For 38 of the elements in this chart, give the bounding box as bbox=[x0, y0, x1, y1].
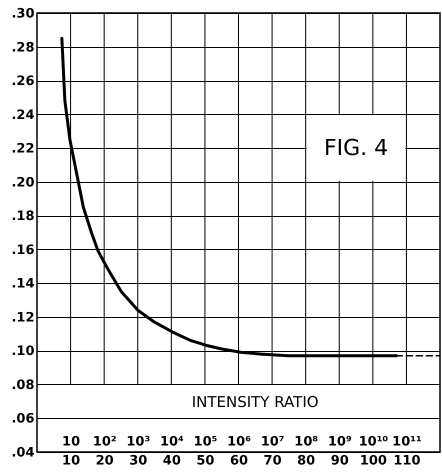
x2-axis-title: INTENSITY RATIO bbox=[192, 392, 319, 411]
x2-tick-label: 10¹⁰ bbox=[358, 434, 388, 450]
x2-tick-label: 10¹¹ bbox=[392, 434, 422, 450]
x-tick-label: 100 bbox=[360, 454, 387, 468]
y-tick-label: .20 bbox=[11, 175, 34, 190]
y-tick-label: .14 bbox=[11, 276, 34, 292]
x-tick-label: 20 bbox=[96, 454, 114, 468]
annotation: FIG. 4 bbox=[324, 136, 388, 162]
x2-tick-label: 10⁸ bbox=[294, 434, 318, 450]
x-tick-label: 110 bbox=[393, 454, 420, 468]
y-tick-label: .12 bbox=[11, 310, 34, 326]
y-tick-label: .16 bbox=[11, 242, 34, 258]
y-tick-label: .04 bbox=[11, 446, 34, 460]
x2-tick-label: 10² bbox=[92, 434, 117, 450]
y-tick-label: .30 bbox=[11, 6, 34, 22]
x2-tick-label: 10³ bbox=[126, 434, 150, 450]
x-tick-label: 60 bbox=[230, 454, 248, 468]
x2-tick-label: 10⁶ bbox=[227, 434, 252, 450]
y-tick-label: .08 bbox=[11, 378, 34, 393]
x-tick-label: 70 bbox=[264, 454, 282, 468]
y-tick-label: .22 bbox=[11, 142, 34, 157]
y-tick-label: .28 bbox=[11, 40, 34, 56]
x-tick-label: 40 bbox=[162, 454, 181, 468]
y-tick-label: .24 bbox=[11, 108, 34, 123]
x2-tick-label: 10⁷ bbox=[260, 434, 284, 450]
x2-tick-label: 10 bbox=[62, 434, 80, 450]
x2-tick-label: 10⁵ bbox=[194, 434, 218, 450]
y-tick-label: .26 bbox=[11, 74, 34, 90]
y-tick-label: .10 bbox=[11, 344, 34, 360]
x-tick-label: 80 bbox=[297, 454, 316, 468]
x-tick-label: 10 bbox=[62, 454, 80, 468]
x-tick-label: 30 bbox=[129, 454, 148, 468]
x2-tick-label: 10⁴ bbox=[160, 434, 184, 450]
x-tick-label: 50 bbox=[196, 454, 214, 468]
y-tick-label: .18 bbox=[11, 209, 34, 224]
x2-tick-label: 10⁹ bbox=[328, 434, 352, 450]
y-tick-label: .06 bbox=[11, 412, 34, 427]
x-tick-label: 90 bbox=[330, 454, 349, 468]
